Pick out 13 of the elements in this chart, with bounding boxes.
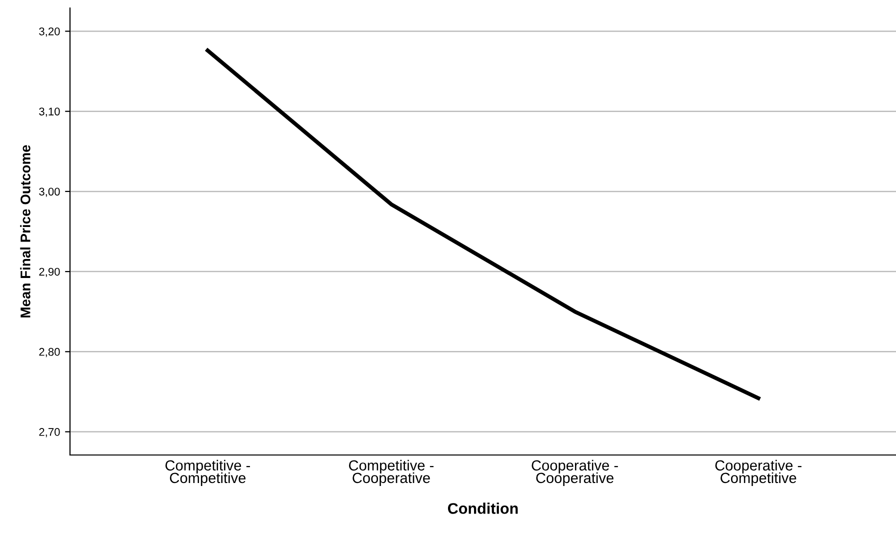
y-tick-label: 2,90 — [39, 268, 60, 277]
x-tick-label: Competitive - Competitive — [165, 460, 250, 486]
x-axis-title: Condition — [448, 502, 518, 514]
y-tick-label: 2,70 — [39, 428, 60, 438]
y-axis-title: Mean Final Price Outcome — [20, 145, 30, 318]
y-tick-label: 3,20 — [39, 28, 60, 37]
x-tick-label: Cooperative - Cooperative — [532, 460, 618, 486]
line-series — [206, 48, 760, 400]
x-tick-label: Competitive - Cooperative — [349, 460, 434, 486]
y-tick-label: 2,80 — [39, 348, 60, 358]
x-tick-label: Cooperative - Competitive — [715, 460, 802, 486]
y-tick-label: 3,10 — [39, 108, 60, 117]
y-tick-label: 3,00 — [39, 188, 60, 197]
